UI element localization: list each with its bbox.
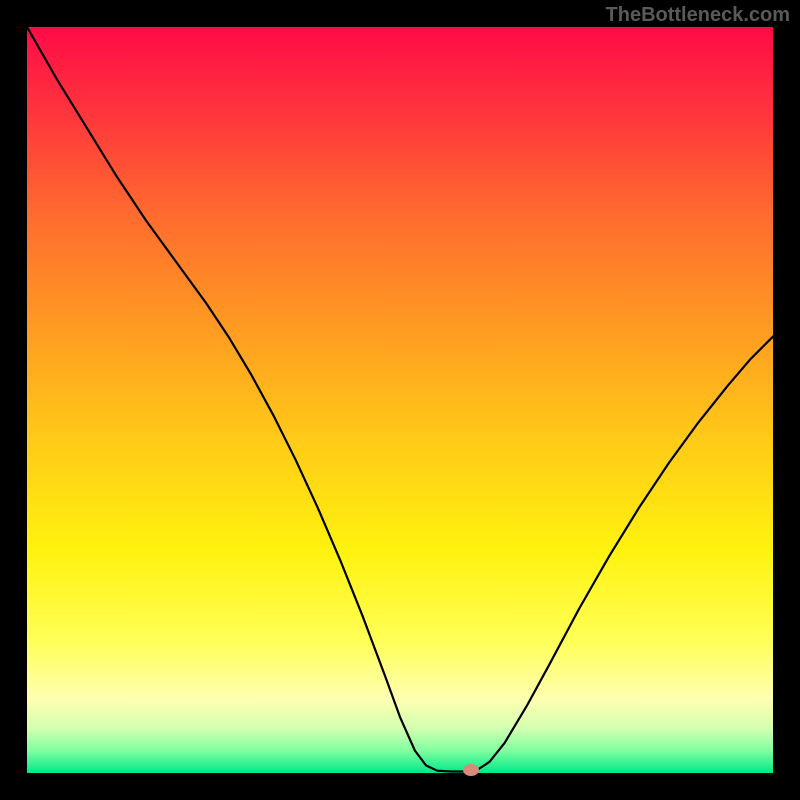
chart-container: TheBottleneck.com: [0, 0, 800, 800]
optimum-marker: [463, 764, 479, 776]
watermark-text: TheBottleneck.com: [606, 4, 790, 27]
curve-svg: [27, 27, 773, 773]
bottleneck-curve: [27, 27, 773, 772]
plot-area: [27, 27, 773, 773]
